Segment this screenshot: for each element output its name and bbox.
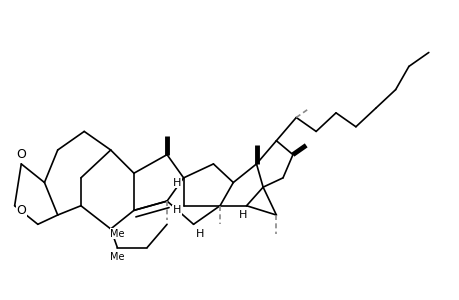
Text: H: H <box>173 206 181 215</box>
Text: O: O <box>17 204 26 217</box>
Text: H: H <box>196 229 204 238</box>
Text: O: O <box>17 148 26 161</box>
Text: H: H <box>239 210 247 220</box>
Text: H: H <box>173 178 181 188</box>
Text: Me: Me <box>110 229 124 238</box>
Text: Me: Me <box>110 252 124 262</box>
